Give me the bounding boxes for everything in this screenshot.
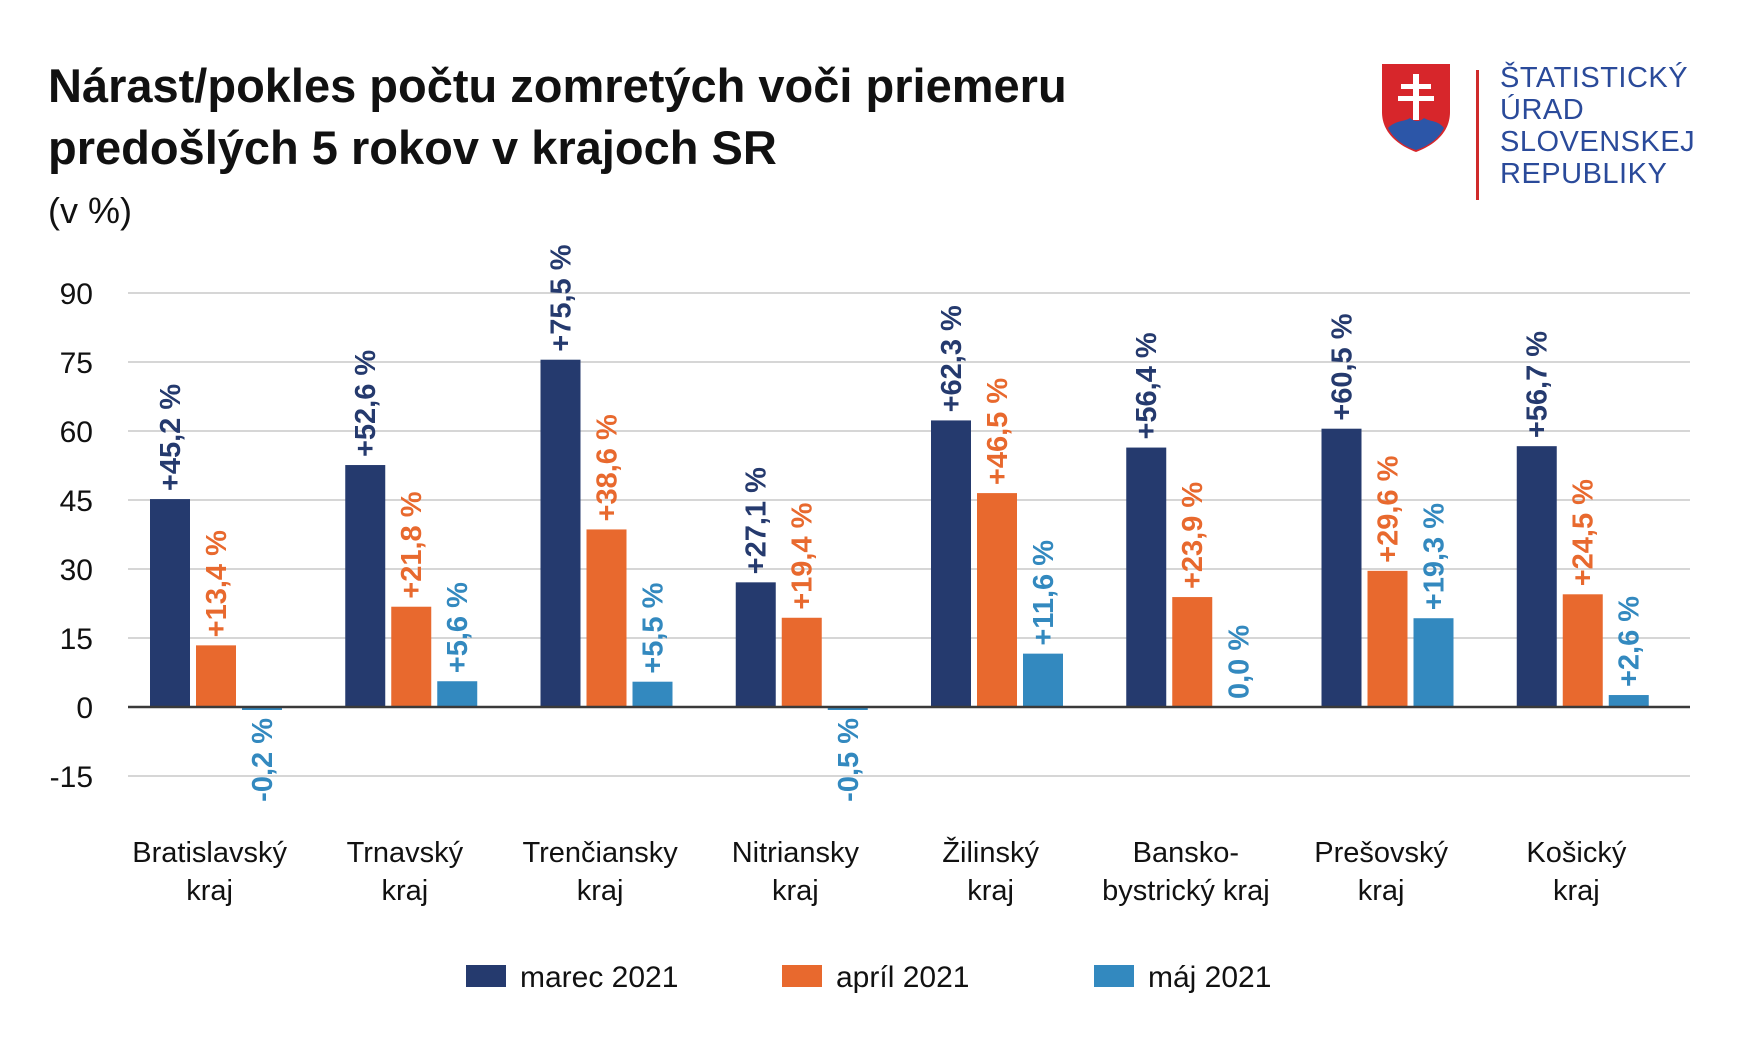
logo-divider	[1476, 70, 1479, 200]
data-label: +38,6 %	[592, 414, 624, 521]
data-label: +21,8 %	[396, 491, 428, 598]
y-tick-label: 0	[76, 692, 93, 725]
data-label: +11,6 %	[1028, 540, 1060, 646]
data-label: -0,5 %	[833, 718, 865, 802]
data-label: +19,3 %	[1419, 503, 1451, 610]
logo-line: ŠTATISTICKÝ	[1500, 62, 1689, 94]
bar	[735, 582, 776, 707]
bar	[242, 707, 282, 710]
logo-line: REPUBLIKY	[1500, 158, 1668, 190]
data-label: +62,3 %	[936, 305, 968, 412]
y-tick-label: 45	[60, 485, 93, 518]
category-label: bystrický kraj	[1102, 875, 1270, 907]
category-label: Bansko-	[1133, 837, 1239, 869]
category-label: kraj	[186, 875, 233, 907]
bar	[150, 499, 190, 707]
y-tick-label: 30	[60, 554, 93, 587]
bar	[1562, 594, 1603, 707]
legend-label: marec 2021	[520, 961, 678, 994]
logo-line: ÚRAD	[1500, 94, 1585, 126]
category-label: Prešovský	[1314, 837, 1448, 869]
bar	[632, 681, 673, 707]
category-label: kraj	[577, 875, 624, 907]
category-label: Trenčiansky	[522, 837, 678, 869]
legend-swatch	[1094, 965, 1134, 987]
bar	[1516, 446, 1557, 707]
category-label: kraj	[967, 875, 1014, 907]
category-label: kraj	[1358, 875, 1405, 907]
data-label: +5,6 %	[442, 582, 474, 673]
y-tick-label: -15	[50, 761, 93, 794]
category-label: kraj	[382, 875, 429, 907]
category-label: kraj	[772, 875, 819, 907]
data-label: +19,4 %	[787, 502, 819, 609]
category-label: Žilinský	[942, 836, 1039, 869]
data-label: +5,5 %	[638, 582, 670, 673]
data-label: +60,5 %	[1327, 313, 1359, 420]
legend-label: máj 2021	[1148, 961, 1271, 994]
chart-subtitle: (v %)	[48, 190, 132, 231]
bar	[196, 645, 236, 707]
bar	[781, 617, 822, 707]
bar	[827, 707, 868, 710]
data-label: +75,5 %	[546, 244, 578, 351]
y-tick-label: 90	[60, 278, 93, 311]
data-label: 0,0 %	[1223, 625, 1255, 699]
data-label: +27,1 %	[741, 467, 773, 574]
bar	[586, 529, 627, 707]
bar	[977, 493, 1017, 707]
bar	[1172, 597, 1213, 707]
legend-label: apríl 2021	[836, 961, 969, 994]
y-tick-label: 60	[60, 416, 93, 449]
data-label: +13,4 %	[201, 530, 233, 637]
bar	[437, 681, 478, 707]
data-label: +45,2 %	[155, 384, 187, 491]
data-label: +23,9 %	[1177, 482, 1209, 589]
data-label: +56,4 %	[1131, 332, 1163, 439]
legend-swatch	[466, 965, 506, 987]
category-label: Trnavský	[347, 837, 464, 869]
bar	[345, 465, 386, 707]
y-tick-label: 75	[60, 347, 93, 380]
data-label: +24,5 %	[1568, 479, 1600, 586]
data-label: +56,7 %	[1522, 331, 1554, 438]
category-label: Košický	[1526, 837, 1626, 869]
data-label: +2,6 %	[1614, 596, 1646, 687]
category-label: Bratislavský	[132, 837, 287, 869]
data-label: -0,2 %	[247, 718, 279, 802]
bar	[1608, 695, 1649, 707]
data-label: +52,6 %	[350, 350, 382, 457]
bar	[1413, 618, 1454, 707]
bar	[1023, 653, 1063, 707]
logo-line: SLOVENSKEJ	[1500, 126, 1696, 158]
y-tick-label: 15	[60, 623, 93, 656]
data-label: +29,6 %	[1373, 455, 1405, 562]
legend-swatch	[782, 965, 822, 987]
bar	[391, 606, 432, 707]
category-label: Nitriansky	[732, 837, 860, 869]
bar	[540, 359, 581, 707]
category-label: kraj	[1553, 875, 1600, 907]
data-label: +46,5 %	[982, 378, 1014, 485]
chart-title: Nárast/pokles počtu zomretých voči priem…	[48, 59, 1067, 174]
bar	[1126, 447, 1167, 707]
slovak-coat-of-arms-icon	[1382, 64, 1450, 152]
logo-text: ŠTATISTICKÝ ÚRAD SLOVENSKEJ REPUBLIKY	[1500, 62, 1695, 190]
bar	[1321, 428, 1362, 707]
bar	[1367, 570, 1408, 707]
bar	[931, 420, 971, 707]
